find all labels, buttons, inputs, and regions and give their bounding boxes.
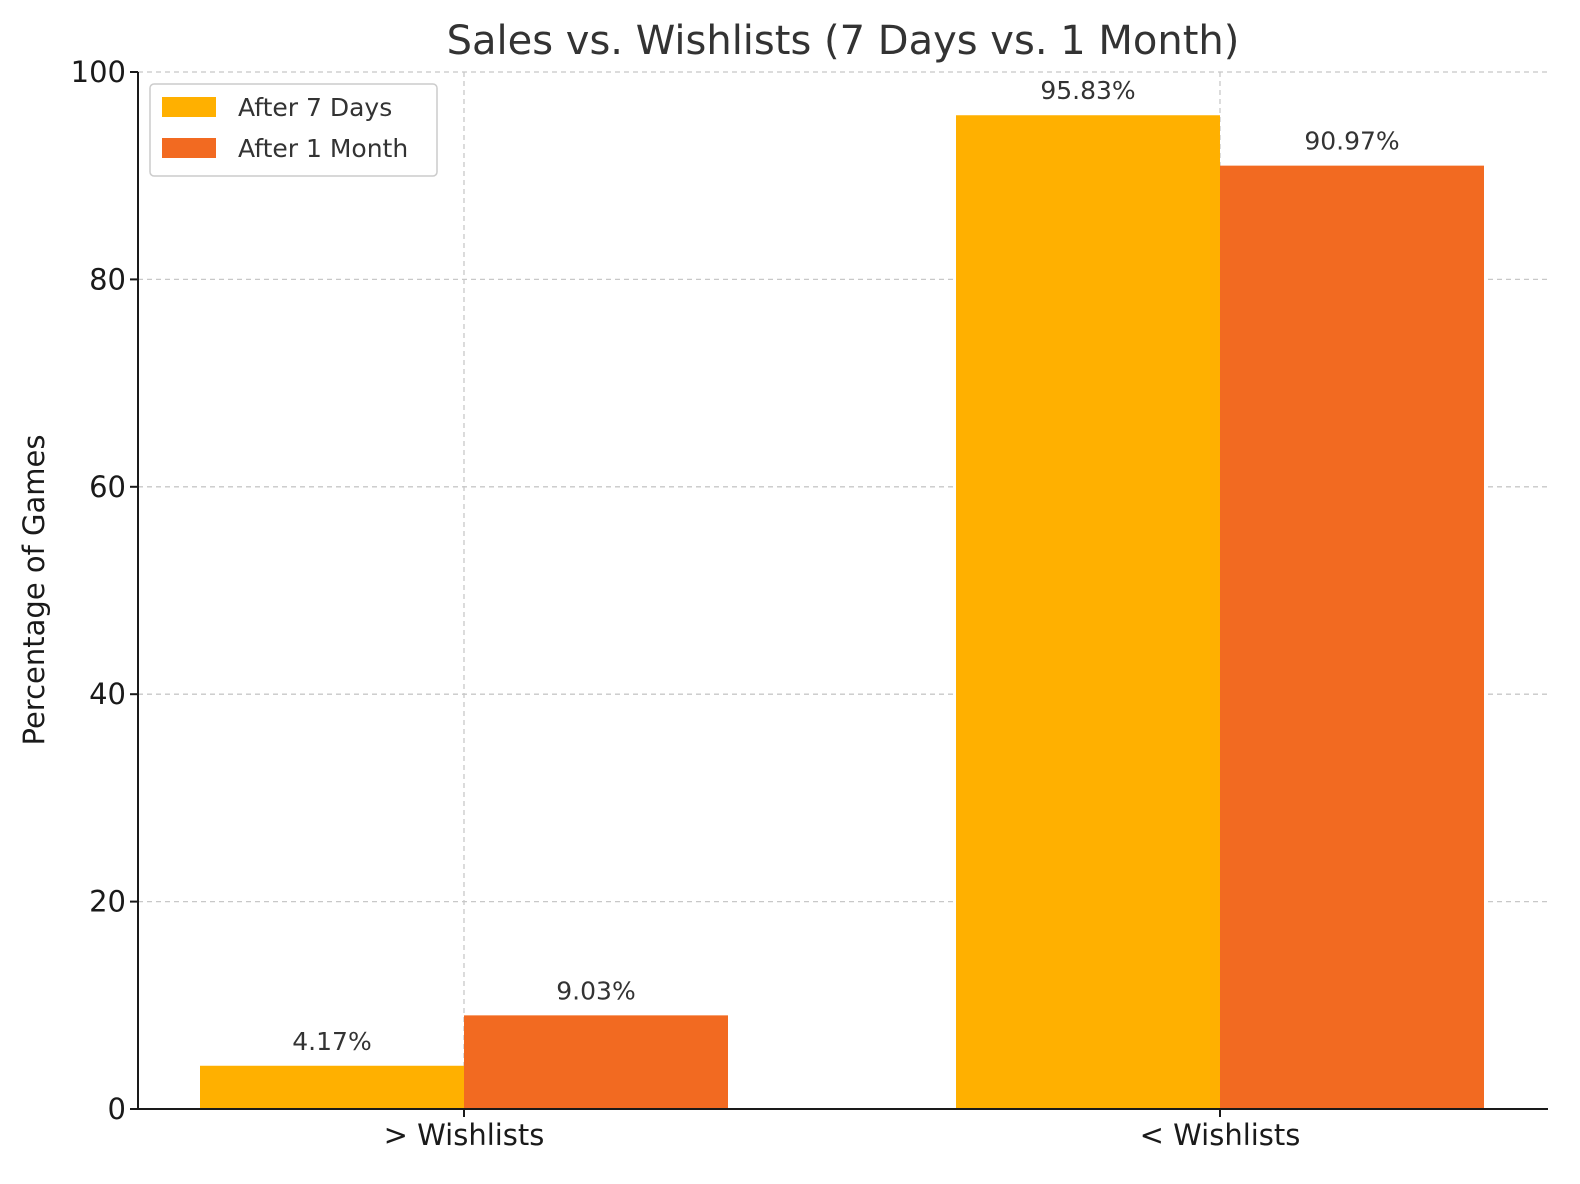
legend-entry: After 1 Month [238, 134, 408, 163]
y-tick-label: 40 [89, 677, 126, 711]
x-tick-label: < Wishlists [1140, 1118, 1301, 1152]
legend-swatch [162, 97, 216, 117]
y-axis-ticks: 0 20 40 60 80 100 [71, 55, 138, 1126]
bar-value-label: 9.03% [556, 976, 635, 1005]
x-axis-ticks: > Wishlists < Wishlists [384, 1109, 1301, 1152]
bar-value-label: 4.17% [292, 1027, 371, 1056]
bar [956, 115, 1220, 1109]
bar-labels: 4.17% 95.83% 9.03% 90.97% [292, 76, 1399, 1056]
bars [200, 115, 1484, 1109]
bar [1220, 165, 1484, 1109]
y-tick-label: 0 [108, 1092, 126, 1126]
y-tick-label: 80 [89, 262, 126, 296]
y-axis-label: Percentage of Games [17, 435, 51, 746]
axes [137, 72, 1548, 1110]
x-tick-label: > Wishlists [384, 1118, 545, 1152]
y-tick-label: 20 [89, 885, 126, 919]
bar-value-label: 95.83% [1040, 76, 1135, 105]
chart-title: Sales vs. Wishlists (7 Days vs. 1 Month) [447, 18, 1240, 64]
bar [200, 1065, 464, 1109]
bar [464, 1015, 728, 1109]
legend: After 7 Days After 1 Month [149, 83, 438, 177]
bar-value-label: 90.97% [1304, 127, 1399, 156]
legend-entry: After 7 Days [238, 93, 392, 122]
y-tick-label: 100 [71, 55, 126, 89]
y-tick-label: 60 [89, 470, 126, 504]
legend-box [149, 83, 438, 177]
legend-swatch [162, 138, 216, 158]
